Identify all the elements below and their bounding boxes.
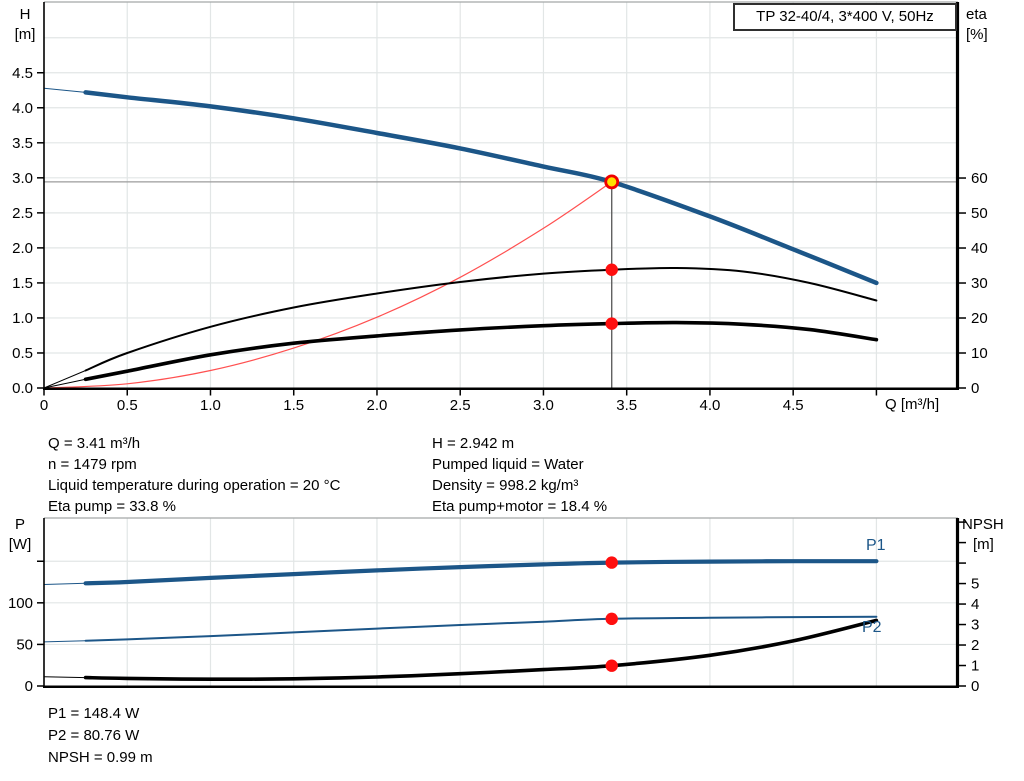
npsh-curve <box>83 618 879 682</box>
left-tick-label: 3.5 <box>12 135 33 152</box>
left-tick-label: 0 <box>25 678 33 695</box>
operating-point-dot <box>605 612 618 626</box>
right-tick-label: 60 <box>971 170 988 187</box>
system-curve <box>43 181 613 389</box>
left-tick-label: 100 <box>8 595 33 612</box>
info-p1: P1 = 148.4 W <box>48 705 140 722</box>
power-info: P1 = 148.4 W P2 = 80.76 W NPSH = 0.99 m <box>48 703 153 769</box>
eta-pump-motor-curve <box>83 320 879 382</box>
npsh-axis-title-symbol: NPSH <box>962 516 1004 533</box>
right-tick-label: 50 <box>971 205 988 222</box>
duty-info-left: Q = 3.41 m³/h n = 1479 rpm Liquid temper… <box>48 433 340 517</box>
x-tick-label: 3.0 <box>533 397 554 414</box>
operating-point-dot <box>605 317 618 330</box>
h-axis-title-unit: [m] <box>14 26 36 43</box>
p-axis-title-unit: [W] <box>8 536 32 553</box>
left-tick-label: 50 <box>16 636 33 653</box>
operating-point-dot <box>605 263 618 276</box>
duty-info-right: H = 2.942 m Pumped liquid = Water Densit… <box>432 433 607 517</box>
right-tick-label: 2 <box>971 637 979 654</box>
x-tick-label: 4.0 <box>700 397 721 414</box>
x-tick-label: 0 <box>40 397 48 414</box>
right-tick-label: 0 <box>971 380 979 397</box>
eta-pump-curve-lead-in <box>43 370 86 389</box>
operating-point-dot <box>605 556 618 569</box>
left-tick-label: 3.0 <box>12 170 33 187</box>
x-tick-label: 1.0 <box>200 397 221 414</box>
right-tick-label: 0 <box>971 678 979 695</box>
right-tick-label: 20 <box>971 310 988 327</box>
p2-power-curve-lead-in <box>43 640 86 643</box>
left-tick-label: 4.0 <box>12 100 33 117</box>
npsh-axis-title: NPSH [m] <box>962 515 1004 555</box>
p2-curve-label: P2 <box>862 619 882 636</box>
eta-pump-curve <box>84 266 878 372</box>
x-tick-label: 4.5 <box>783 397 804 414</box>
info-density: Density = 998.2 kg/m³ <box>432 477 579 494</box>
right-tick-label: 1 <box>971 658 979 675</box>
x-tick-label: 2.0 <box>367 397 388 414</box>
h-axis-title: H [m] <box>6 5 44 45</box>
left-tick-label: 4.5 <box>12 65 33 82</box>
right-tick-label: 30 <box>971 275 988 292</box>
p1-power-curve <box>83 559 879 586</box>
right-tick-label: 5 <box>971 576 979 593</box>
right-tick-label: 10 <box>971 345 988 362</box>
info-liquid-temperature: Liquid temperature during operation = 20… <box>48 477 341 494</box>
left-tick-label: 0.5 <box>12 345 33 362</box>
info-head: H = 2.942 m <box>432 435 515 452</box>
info-eta-pump-motor: Eta pump+motor = 18.4 % <box>432 498 608 515</box>
p1-power-curve-lead-in <box>43 582 86 585</box>
right-tick-label: 3 <box>971 617 979 634</box>
p2-power-curve <box>84 615 878 642</box>
info-npsh: NPSH = 0.99 m <box>48 749 153 766</box>
info-pumped-liquid: Pumped liquid = Water <box>432 456 584 473</box>
npsh-axis-title-unit: [m] <box>973 536 994 553</box>
left-tick-label: 1.5 <box>12 275 33 292</box>
pump-title-box: TP 32-40/4, 3*400 V, 50Hz <box>733 3 957 31</box>
x-tick-label: 3.5 <box>616 397 637 414</box>
p-axis-title: P [W] <box>2 515 38 555</box>
p1-curve-label: P1 <box>866 537 886 554</box>
eta-pump-motor-curve-lead-in <box>43 378 86 389</box>
head-curve <box>83 90 879 286</box>
info-eta-pump: Eta pump = 33.8 % <box>48 498 176 515</box>
right-tick-label: 40 <box>971 240 988 257</box>
h-axis-title-symbol: H <box>19 6 31 23</box>
right-tick-label: 4 <box>971 596 979 613</box>
left-tick-label: 2.5 <box>12 205 33 222</box>
head-curve-lead-in <box>43 87 86 93</box>
info-flow: Q = 3.41 m³/h <box>48 435 141 452</box>
x-tick-label: 0.5 <box>117 397 138 414</box>
left-tick-label: 2.0 <box>12 240 33 257</box>
eta-axis-title-symbol: eta <box>966 6 987 23</box>
left-tick-label: 0.0 <box>12 380 33 397</box>
info-p2: P2 = 80.76 W <box>48 727 140 744</box>
duty-point-marker[interactable] <box>604 174 620 190</box>
eta-axis-title: eta [%] <box>966 5 988 45</box>
q-axis-title: Q [m³/h] <box>885 396 940 413</box>
x-tick-label: 2.5 <box>450 397 471 414</box>
npsh-curve-lead-in <box>43 676 86 679</box>
info-speed: n = 1479 rpm <box>48 456 137 473</box>
operating-point-dot <box>605 659 618 672</box>
x-tick-label: 1.5 <box>283 397 304 414</box>
eta-axis-title-unit: [%] <box>966 26 988 43</box>
head-efficiency-chart: 0.0 0.5 1.0 1.5 2.0 2.5 3.0 3.5 4.0 4.5 0 10 20 30 40 5… <box>12 1 988 414</box>
left-tick-label: 1.0 <box>12 310 33 327</box>
power-npsh-chart: 0 50 100 0 1 2 3 4 5 <box>8 517 979 695</box>
p-axis-title-symbol: P <box>14 516 25 533</box>
